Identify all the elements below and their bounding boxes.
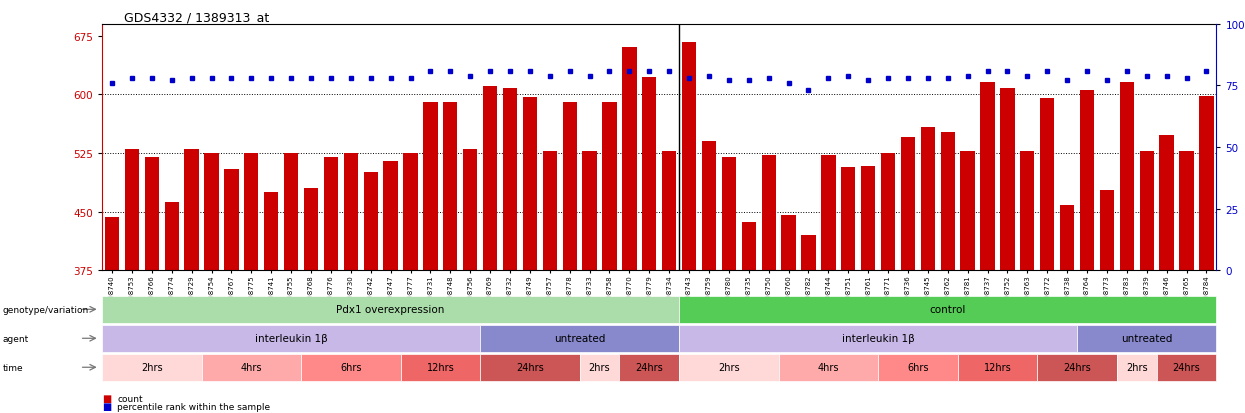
Bar bbox=[1199, 97, 1214, 271]
Text: agent: agent bbox=[2, 334, 29, 343]
Bar bbox=[463, 150, 477, 271]
Text: 2hrs: 2hrs bbox=[589, 362, 610, 373]
Bar bbox=[1099, 190, 1114, 271]
Text: count: count bbox=[117, 394, 143, 404]
Bar bbox=[901, 138, 915, 271]
Text: 2hrs: 2hrs bbox=[141, 362, 163, 373]
Bar bbox=[603, 103, 616, 271]
Bar bbox=[423, 103, 437, 271]
Bar bbox=[1179, 152, 1194, 271]
Bar bbox=[244, 154, 259, 271]
Bar bbox=[344, 154, 359, 271]
Text: 12hrs: 12hrs bbox=[984, 362, 1011, 373]
Bar bbox=[862, 167, 875, 271]
Bar bbox=[403, 154, 417, 271]
Text: 24hrs: 24hrs bbox=[1063, 362, 1091, 373]
Bar bbox=[980, 83, 995, 271]
Text: time: time bbox=[2, 363, 24, 372]
Bar bbox=[483, 87, 497, 271]
Bar bbox=[682, 43, 696, 271]
Bar bbox=[284, 154, 299, 271]
Bar bbox=[1139, 152, 1154, 271]
Bar bbox=[1159, 135, 1174, 271]
Bar bbox=[523, 97, 537, 271]
Text: ■: ■ bbox=[102, 394, 111, 404]
Bar bbox=[782, 216, 796, 271]
Text: 24hrs: 24hrs bbox=[1173, 362, 1200, 373]
Text: Pdx1 overexpression: Pdx1 overexpression bbox=[336, 304, 444, 315]
Bar bbox=[1020, 152, 1035, 271]
Bar bbox=[1040, 99, 1055, 271]
Text: GDS4332 / 1389313_at: GDS4332 / 1389313_at bbox=[124, 11, 270, 24]
Bar bbox=[364, 173, 378, 271]
Bar bbox=[105, 218, 120, 271]
Bar bbox=[742, 223, 756, 271]
Text: interleukin 1β: interleukin 1β bbox=[842, 333, 915, 344]
Text: 2hrs: 2hrs bbox=[1125, 362, 1148, 373]
Bar bbox=[1119, 83, 1134, 271]
Bar bbox=[164, 203, 179, 271]
Bar bbox=[204, 154, 219, 271]
Text: 24hrs: 24hrs bbox=[515, 362, 544, 373]
Bar bbox=[702, 142, 716, 271]
Bar bbox=[622, 48, 636, 271]
Bar bbox=[324, 157, 339, 271]
Bar bbox=[722, 157, 736, 271]
Text: 2hrs: 2hrs bbox=[718, 362, 740, 373]
Bar bbox=[881, 154, 895, 271]
Bar bbox=[264, 192, 279, 271]
Bar bbox=[304, 189, 319, 271]
Bar bbox=[503, 89, 517, 271]
Text: 6hrs: 6hrs bbox=[908, 362, 929, 373]
Text: interleukin 1β: interleukin 1β bbox=[255, 333, 327, 344]
Bar bbox=[762, 156, 776, 271]
Bar bbox=[144, 157, 159, 271]
Bar bbox=[960, 152, 975, 271]
Bar bbox=[224, 169, 239, 271]
Bar bbox=[802, 235, 815, 271]
Bar bbox=[443, 103, 457, 271]
Bar bbox=[583, 152, 596, 271]
Bar bbox=[1079, 91, 1094, 271]
Text: 4hrs: 4hrs bbox=[818, 362, 839, 373]
Bar bbox=[642, 78, 656, 271]
Bar bbox=[184, 150, 199, 271]
Text: 24hrs: 24hrs bbox=[635, 362, 664, 373]
Text: percentile rank within the sample: percentile rank within the sample bbox=[117, 402, 270, 411]
Text: ■: ■ bbox=[102, 401, 111, 411]
Text: untreated: untreated bbox=[554, 333, 605, 344]
Bar bbox=[1059, 206, 1074, 271]
Text: genotype/variation: genotype/variation bbox=[2, 305, 88, 314]
Text: 12hrs: 12hrs bbox=[427, 362, 454, 373]
Bar bbox=[842, 168, 855, 271]
Bar bbox=[563, 103, 576, 271]
Text: 4hrs: 4hrs bbox=[240, 362, 263, 373]
Bar bbox=[124, 150, 139, 271]
Text: 6hrs: 6hrs bbox=[340, 362, 361, 373]
Bar bbox=[662, 152, 676, 271]
Bar bbox=[921, 128, 935, 271]
Bar bbox=[940, 133, 955, 271]
Bar bbox=[383, 161, 397, 271]
Bar bbox=[822, 156, 835, 271]
Text: control: control bbox=[930, 304, 966, 315]
Bar bbox=[1000, 89, 1015, 271]
Text: untreated: untreated bbox=[1120, 333, 1173, 344]
Bar bbox=[543, 151, 557, 271]
